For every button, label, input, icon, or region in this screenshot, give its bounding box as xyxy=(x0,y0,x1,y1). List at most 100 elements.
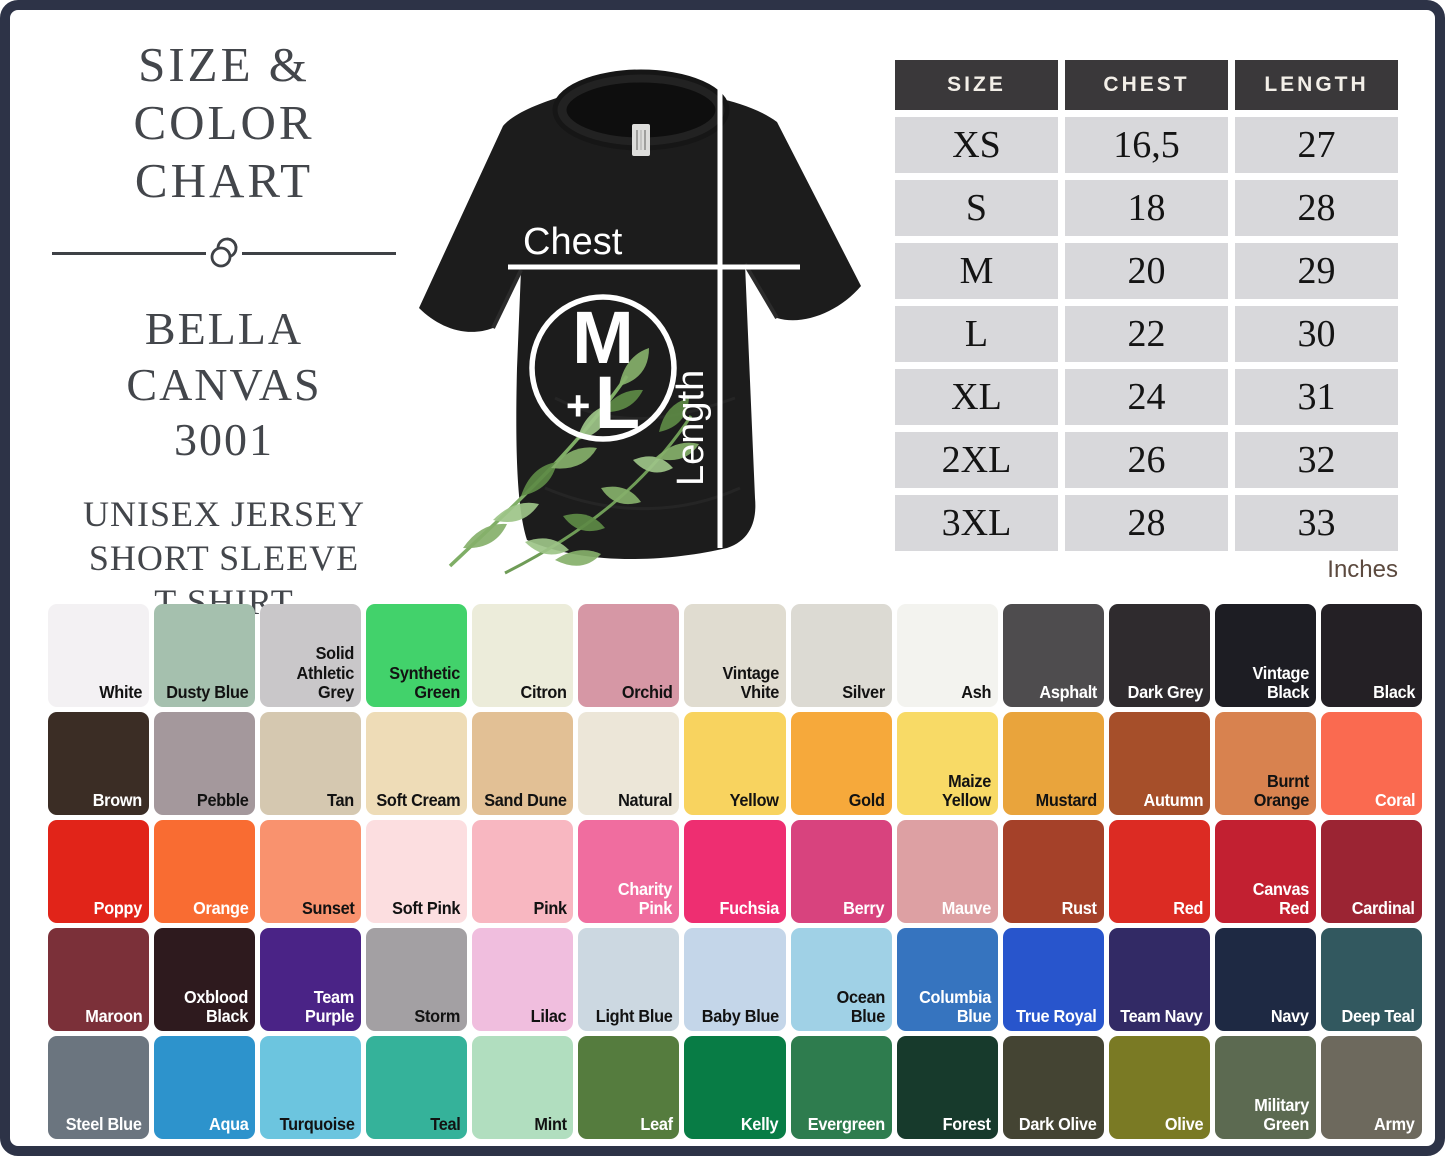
color-swatch-label: Cardinal xyxy=(1352,897,1415,918)
color-swatch-label: Berry xyxy=(843,897,885,918)
color-swatch: Teal xyxy=(366,1036,468,1139)
brand-name: BELLA CANVAS xyxy=(126,303,322,410)
color-swatch-label: Coral xyxy=(1374,789,1415,810)
color-swatch: Synthetic Green xyxy=(366,604,468,707)
title-block: SIZE & COLOR CHART BELLA CANVAS 3001 UNI… xyxy=(48,36,400,625)
color-swatch-label: Yellow xyxy=(729,789,779,810)
color-swatch: Pink xyxy=(472,820,574,923)
tshirt-illustration xyxy=(419,69,861,560)
color-swatch-label: Silver xyxy=(841,681,885,702)
color-swatch: Maize Yellow xyxy=(896,712,998,815)
color-swatch-label: Natural xyxy=(618,789,673,810)
color-swatch: Tan xyxy=(260,712,362,815)
color-swatch: Evergreen xyxy=(790,1036,892,1139)
color-swatch: Deep Teal xyxy=(1320,928,1422,1031)
color-swatch-label: Poppy xyxy=(93,897,143,918)
color-swatch-label: Navy xyxy=(1271,1005,1309,1026)
color-swatch-label: Olive xyxy=(1164,1113,1203,1134)
size-badge-top: M xyxy=(572,296,634,379)
color-swatch: Soft Cream xyxy=(366,712,468,815)
length-label: Length xyxy=(670,370,712,486)
size-table-cell: 26 xyxy=(1065,432,1228,488)
size-table-cell: 30 xyxy=(1235,306,1398,362)
size-table-cell: 20 xyxy=(1065,243,1228,299)
ornamental-divider xyxy=(52,235,396,271)
color-swatch-label: Columbia Blue xyxy=(918,986,991,1026)
color-swatch-label: Army xyxy=(1374,1113,1415,1134)
color-swatch: Team Purple xyxy=(260,928,362,1031)
color-swatch-label: Ocean Blue xyxy=(836,986,885,1026)
color-swatch: Sunset xyxy=(260,820,362,923)
color-swatch: Navy xyxy=(1214,928,1316,1031)
color-swatch: Ash xyxy=(896,604,998,707)
chest-label: Chest xyxy=(523,221,623,263)
color-swatch: Team Navy xyxy=(1108,928,1210,1031)
brand-title: BELLA CANVAS 3001 xyxy=(48,301,400,467)
color-swatch: Gold xyxy=(790,712,892,815)
color-swatch-label: Ash xyxy=(960,681,991,702)
color-swatch: Canvas Red xyxy=(1214,820,1316,923)
size-table-cell: 18 xyxy=(1065,180,1228,236)
color-swatch-label: Deep Teal xyxy=(1341,1005,1415,1026)
size-table-cell: 32 xyxy=(1235,432,1398,488)
color-swatch: Berry xyxy=(790,820,892,923)
size-table-cell: 16,5 xyxy=(1065,117,1228,173)
color-swatch-label: Dusty Blue xyxy=(165,681,249,702)
color-swatch-label: Charity Pink xyxy=(618,878,673,918)
color-swatch: Olive xyxy=(1108,1036,1210,1139)
color-swatch-label: Maroon xyxy=(84,1005,143,1026)
color-swatch: Orchid xyxy=(578,604,680,707)
color-swatch: Storm xyxy=(366,928,468,1031)
shirt-measurement-diagram: Chest Length M + L xyxy=(405,68,885,576)
color-swatch: Military Green xyxy=(1214,1036,1316,1139)
color-swatch: Turquoise xyxy=(260,1036,362,1139)
color-swatch-label: Solid Athletic Grey xyxy=(296,643,355,702)
color-swatch-label: Citron xyxy=(520,681,567,702)
color-swatch: Rust xyxy=(1002,820,1104,923)
size-table-cell: XL xyxy=(895,369,1058,425)
color-swatch: Lilac xyxy=(472,928,574,1031)
color-swatch: Forest xyxy=(896,1036,998,1139)
color-swatch-label: Vintage Black xyxy=(1252,662,1309,702)
color-swatch: Mauve xyxy=(896,820,998,923)
size-table-cell: 29 xyxy=(1235,243,1398,299)
color-grid: White Dusty Blue Solid Athletic Grey Synthe… xyxy=(48,604,1422,1139)
color-swatch: Silver xyxy=(790,604,892,707)
color-swatch-label: Leaf xyxy=(640,1113,673,1134)
color-swatch-label: Canvas Red xyxy=(1252,878,1310,918)
neck-label xyxy=(632,124,650,156)
color-swatch: Maroon xyxy=(48,928,150,1031)
size-table-cell: XS xyxy=(895,117,1058,173)
size-table-cell: 28 xyxy=(1065,495,1228,551)
color-swatch-label: Mint xyxy=(534,1113,567,1134)
color-swatch-label: Gold xyxy=(848,789,885,810)
color-swatch: Citron xyxy=(472,604,574,707)
page-title-line1: SIZE & COLOR xyxy=(133,37,315,150)
color-swatch: Mustard xyxy=(1002,712,1104,815)
size-table-cell: 2XL xyxy=(895,432,1058,488)
color-swatch-label: Autumn xyxy=(1143,789,1203,810)
color-swatch-label: Kelly xyxy=(741,1113,779,1134)
color-swatch-label: Mauve xyxy=(941,897,991,918)
units-note: Inches xyxy=(1327,556,1398,583)
color-swatch-label: Storm xyxy=(414,1005,461,1026)
color-swatch: Poppy xyxy=(48,820,150,923)
color-swatch-label: Synthetic Green xyxy=(389,662,461,702)
size-table-cell: 22 xyxy=(1065,306,1228,362)
color-swatch-label: Baby Blue xyxy=(701,1005,779,1026)
color-swatch-label: Tan xyxy=(327,789,355,810)
color-swatch: Leaf xyxy=(578,1036,680,1139)
color-swatch: True Royal xyxy=(1002,928,1104,1031)
color-swatch-label: True Royal xyxy=(1016,1005,1097,1026)
color-swatch-label: Dark Grey xyxy=(1127,681,1204,702)
color-swatch-label: Light Blue xyxy=(595,1005,673,1026)
leaf-branch-decoration xyxy=(448,348,699,575)
color-swatch-label: Lilac xyxy=(530,1005,567,1026)
size-badge-bottom: + L xyxy=(566,361,640,444)
color-swatch-label: White xyxy=(99,681,143,702)
color-swatch: Columbia Blue xyxy=(896,928,998,1031)
color-swatch-label: Sunset xyxy=(301,897,355,918)
color-swatch-label: Red xyxy=(1172,897,1203,918)
size-table-cell: S xyxy=(895,180,1058,236)
